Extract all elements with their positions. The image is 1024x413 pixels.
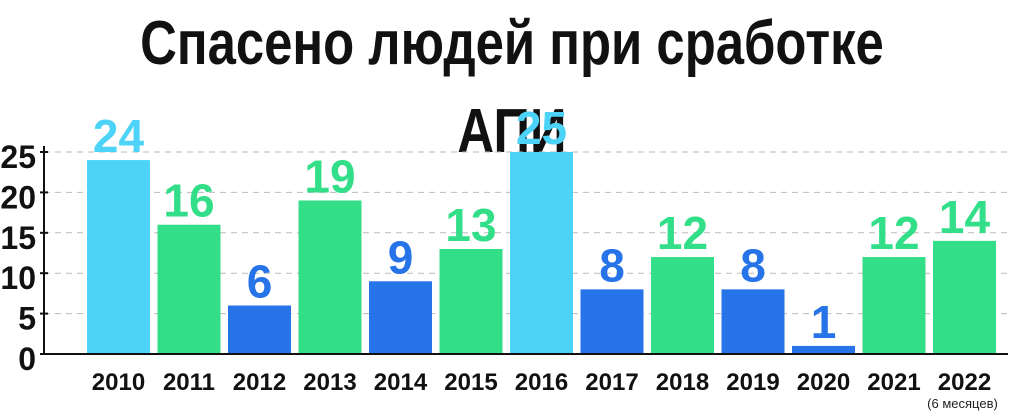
data-label: 14 <box>939 191 991 243</box>
bar <box>651 257 714 354</box>
data-label: 16 <box>163 175 214 227</box>
data-label: 24 <box>93 110 145 162</box>
x-tick-label: 2022 <box>938 369 991 396</box>
x-tick-label: 2013 <box>303 369 356 396</box>
x-tick-note: (6 месяцев) <box>927 396 998 411</box>
x-tick-label: 2021 <box>867 369 920 396</box>
data-label: 1 <box>811 296 837 348</box>
x-tick-label: 2014 <box>374 369 428 396</box>
axis-layer: 0 5 10 15 20 25 <box>0 139 1008 377</box>
y-tick-label: 25 <box>0 139 36 175</box>
bar <box>862 257 926 354</box>
data-label: 8 <box>599 239 625 291</box>
bar <box>580 289 644 354</box>
bar <box>510 152 573 354</box>
x-tick-label: 2017 <box>585 369 638 396</box>
y-tick-label: 15 <box>0 220 36 256</box>
bar <box>369 281 432 354</box>
bar <box>721 289 785 354</box>
bar <box>439 248 503 354</box>
x-tick-label: 2015 <box>444 369 497 396</box>
x-tick-label: 2016 <box>515 369 568 396</box>
data-label: 12 <box>657 207 708 259</box>
bar <box>87 160 150 354</box>
x-tick-label: 2011 <box>163 369 215 396</box>
bar <box>157 224 221 354</box>
bars-layer <box>87 152 996 354</box>
x-tick-label: 2018 <box>656 369 709 396</box>
data-label: 12 <box>868 207 919 259</box>
x-tick-label: 2019 <box>726 369 779 396</box>
bar <box>228 305 291 354</box>
data-label: 9 <box>388 231 414 283</box>
bar <box>792 345 855 354</box>
labels-layer: 24 2010 16 2011 6 2012 19 2013 9 2014 13 2015 25 2016… <box>92 102 998 411</box>
x-tick-label: 2012 <box>233 369 286 396</box>
x-tick-label: 2020 <box>797 369 850 396</box>
y-tick-label: 20 <box>0 179 36 215</box>
data-label: 19 <box>304 150 355 202</box>
chart-title: Спасено людей при сработке АПИ <box>140 9 884 166</box>
bar <box>298 200 362 354</box>
data-label: 6 <box>247 256 273 308</box>
y-tick-label: 0 <box>18 341 36 377</box>
grid-layer <box>44 151 1008 315</box>
data-label: 13 <box>445 199 496 251</box>
data-label: 8 <box>740 239 766 291</box>
y-tick-label: 10 <box>0 260 36 296</box>
x-tick-label: 2010 <box>92 369 145 396</box>
data-label: 25 <box>516 102 567 154</box>
bar <box>933 240 996 354</box>
y-tick-label: 5 <box>18 301 36 337</box>
